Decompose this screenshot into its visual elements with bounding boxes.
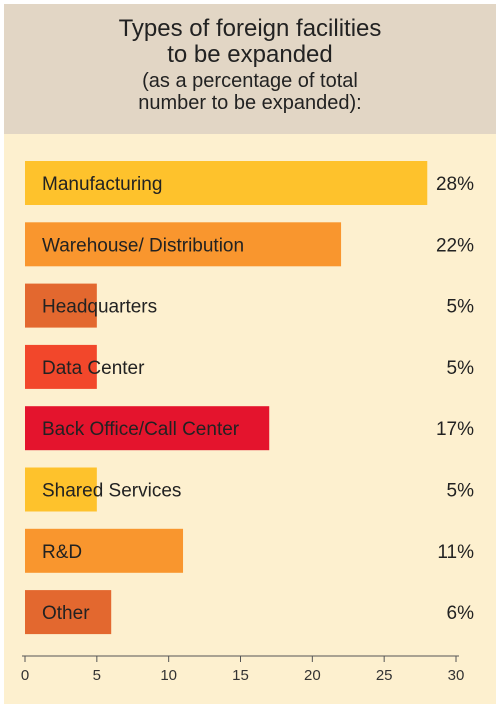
bar-6 — [25, 528, 184, 573]
value-label-2: 5% — [447, 297, 475, 318]
value-label-7: 6% — [447, 603, 475, 624]
bar-label-2: Headquarters — [42, 297, 157, 318]
bar-2 — [25, 283, 97, 328]
bar-label-0: Manufacturing — [42, 174, 162, 195]
bar-label-4: Back Office/Call Center — [42, 419, 240, 440]
value-label-4: 17% — [436, 419, 474, 440]
bar-label-7: Other — [42, 603, 90, 624]
value-label-5: 5% — [447, 481, 475, 502]
chart-title-line-1: Types of foreign facilities — [118, 15, 382, 42]
x-tick-label-1: 5 — [93, 667, 101, 684]
bar-label-5: Shared Services — [42, 481, 181, 502]
chart-header: Types of foreign facilities to be expand… — [4, 4, 496, 134]
bar-label-3: Data Center — [42, 358, 145, 379]
x-tick-label-5: 25 — [376, 667, 393, 684]
bar-5 — [25, 467, 97, 512]
chart-frame: Types of foreign facilities to be expand… — [4, 4, 496, 704]
bar-label-1: Warehouse/ Distribution — [42, 235, 244, 256]
x-tick-label-6: 30 — [448, 667, 465, 684]
bar-0 — [25, 161, 428, 205]
chart-title: Types of foreign facilities to be expand… — [4, 16, 496, 68]
value-label-0: 28% — [436, 174, 474, 195]
bar-7 — [25, 590, 112, 635]
chart-subtitle: (as a percentage of total number to be e… — [4, 70, 496, 114]
value-label-1: 22% — [436, 235, 474, 256]
x-tick-label-2: 10 — [160, 667, 177, 684]
bar-label-6: R&D — [42, 542, 82, 563]
chart-subtitle-line-2: number to be expanded): — [138, 92, 362, 114]
value-label-3: 5% — [447, 358, 475, 379]
chart-subtitle-line-1: (as a percentage of total — [142, 70, 358, 92]
bar-3 — [25, 344, 97, 389]
value-label-6: 11% — [437, 542, 474, 563]
chart-title-line-2: to be expanded — [167, 41, 333, 68]
x-tick-label-4: 20 — [304, 667, 321, 684]
bar-1 — [25, 222, 342, 267]
bar-4 — [25, 406, 270, 451]
x-tick-label-3: 15 — [232, 667, 249, 684]
x-tick-label-0: 0 — [21, 667, 29, 684]
